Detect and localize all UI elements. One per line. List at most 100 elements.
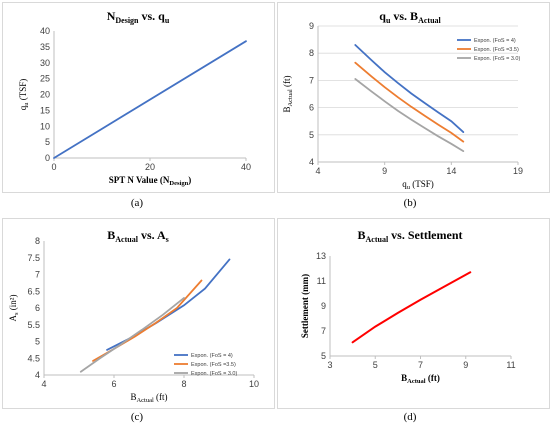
title-subscript: Actual [366,235,389,244]
ylabel-subscript: Actual [287,89,294,107]
chart-panel-a: 0 20 40 0 5 10 15 20 25 30 35 40 NDesign vs. qu SPT N… [2,2,275,209]
legend-label: Expon. (FoS =3.5) [474,47,519,53]
y-tick-label: 25 [40,74,50,84]
ylabel-subscript: u [23,102,30,106]
xlabel-main: B [401,373,407,383]
xlabel-main: B [130,392,136,402]
panel-frame [2,218,275,409]
legend-label: Expon. (FoS = 4) [191,353,233,359]
chart-panel-c: 4 6 8 10 4 4.5 5 5.5 6 6.5 7 7.5 8 Expon. (FoS = 4) Ex… [2,218,275,423]
panel-caption: (a) [131,197,144,209]
x-tick-label: 20 [145,162,155,172]
xlabel-subscript: u [407,184,411,191]
panel-caption: (c) [131,411,144,423]
title-subscript: u [386,16,391,25]
x-tick-label: 0 [51,162,56,172]
xlabel-tail: (ft) [154,392,168,402]
x-axis-label: BActual (ft) [401,373,440,385]
y-tick-label: 4 [309,157,314,167]
y-tick-label: 30 [40,58,50,68]
y-axis-label: Settlement (mm) [300,274,310,338]
x-tick-label: 9 [382,166,387,176]
x-tick-label: 10 [249,379,259,389]
y-tick-label: 7 [309,75,314,85]
x-tick-label: 8 [181,379,186,389]
ylabel-main: q [18,105,28,110]
y-tick-label: 5 [45,137,50,147]
x-tick-label: 4 [41,379,46,389]
xlabel-tail: (ft) [426,373,440,383]
y-axis-label: BActual (ft) [282,75,294,112]
chart-panel-b: 4 9 14 19 4 5 6 7 8 9 Expon. (FoS = 4) Expon. (FoS … [277,2,550,209]
legend-label: Expon. (FoS = 4) [474,38,516,44]
title-subscript-2: s [166,235,169,244]
chart-title: BActual vs. Settlement [357,228,462,244]
x-tick-label: 19 [513,166,523,176]
xlabel-subscript: Actual [407,378,426,385]
y-axis-label: qu (TSF) [18,79,30,111]
y-tick-label: 15 [40,105,50,115]
x-tick-label: 40 [241,162,251,172]
x-tick-label: 4 [315,166,320,176]
y-tick-label: 4.5 [27,353,40,363]
x-tick-label: 5 [373,360,378,370]
chart-title: qu vs. BActual [379,9,441,25]
legend-label: Expon. (FoS = 3.0) [191,371,237,377]
x-axis-label: BActual (ft) [130,392,167,404]
y-tick-label: 11 [317,276,326,286]
y-tick-label: 8 [35,236,40,246]
xlabel-tail: (TSF) [410,179,434,189]
y-tick-label: 8 [309,48,314,58]
title-main: B [357,228,365,242]
panel-frame [277,2,550,193]
title-rest: vs. Settlement [388,228,462,242]
ylabel-main: Settlement (mm) [300,274,310,338]
y-tick-label: 10 [40,121,50,131]
panel-caption: (b) [404,197,417,209]
panel-frame [277,218,550,409]
title-subscript: Design [115,16,139,25]
ylabel-main: B [282,107,292,113]
ylabel-main: A [8,314,18,321]
chart-title: NDesign vs. qu [107,9,170,25]
x-tick-label: 11 [506,360,515,370]
y-tick-label: 40 [40,26,50,36]
legend-label: Expon. (FoS =3.5) [191,362,236,368]
y-tick-label: 7.5 [27,253,40,263]
title-subscript-2: Actual [418,16,441,25]
y-tick-label: 35 [40,42,50,52]
y-tick-label: 7 [35,270,40,280]
y-tick-label: 7 [321,326,326,336]
legend-label: Expon. (FoS = 3.0) [474,56,520,62]
title-main: q [379,9,386,23]
ylabel-subscript: s [13,312,20,315]
y-tick-label: 20 [40,90,50,100]
x-tick-label: 14 [446,166,456,176]
y-tick-label: 6.5 [27,286,40,296]
title-main: N [107,9,116,23]
xlabel-main: SPT N Value (N [109,175,170,185]
series-line-1 [53,40,247,159]
x-axis-label: qu (TSF) [402,179,434,191]
y-tick-label: 5 [309,130,314,140]
title-rest: vs. A [138,228,166,242]
y-tick-label: 9 [321,301,326,311]
x-tick-label: 6 [111,379,116,389]
y-tick-label: 5 [35,337,40,347]
ylabel-tail: (in²) [8,295,18,313]
panel-caption: (d) [404,411,417,423]
y-tick-label: 6 [35,303,40,313]
x-axis-label: SPT N Value (NDesign) [109,175,191,187]
xlabel-subscript: Actual [136,397,154,404]
y-tick-label: 0 [45,153,50,163]
series-line-2 [354,61,465,143]
y-tick-label: 5.5 [27,320,40,330]
x-tick-label: 3 [327,360,332,370]
y-tick-label: 5 [321,351,326,361]
y-tick-label: 9 [309,21,314,31]
series-line-3 [354,78,465,153]
title-main: B [107,228,115,242]
series-line-1 [351,271,472,344]
